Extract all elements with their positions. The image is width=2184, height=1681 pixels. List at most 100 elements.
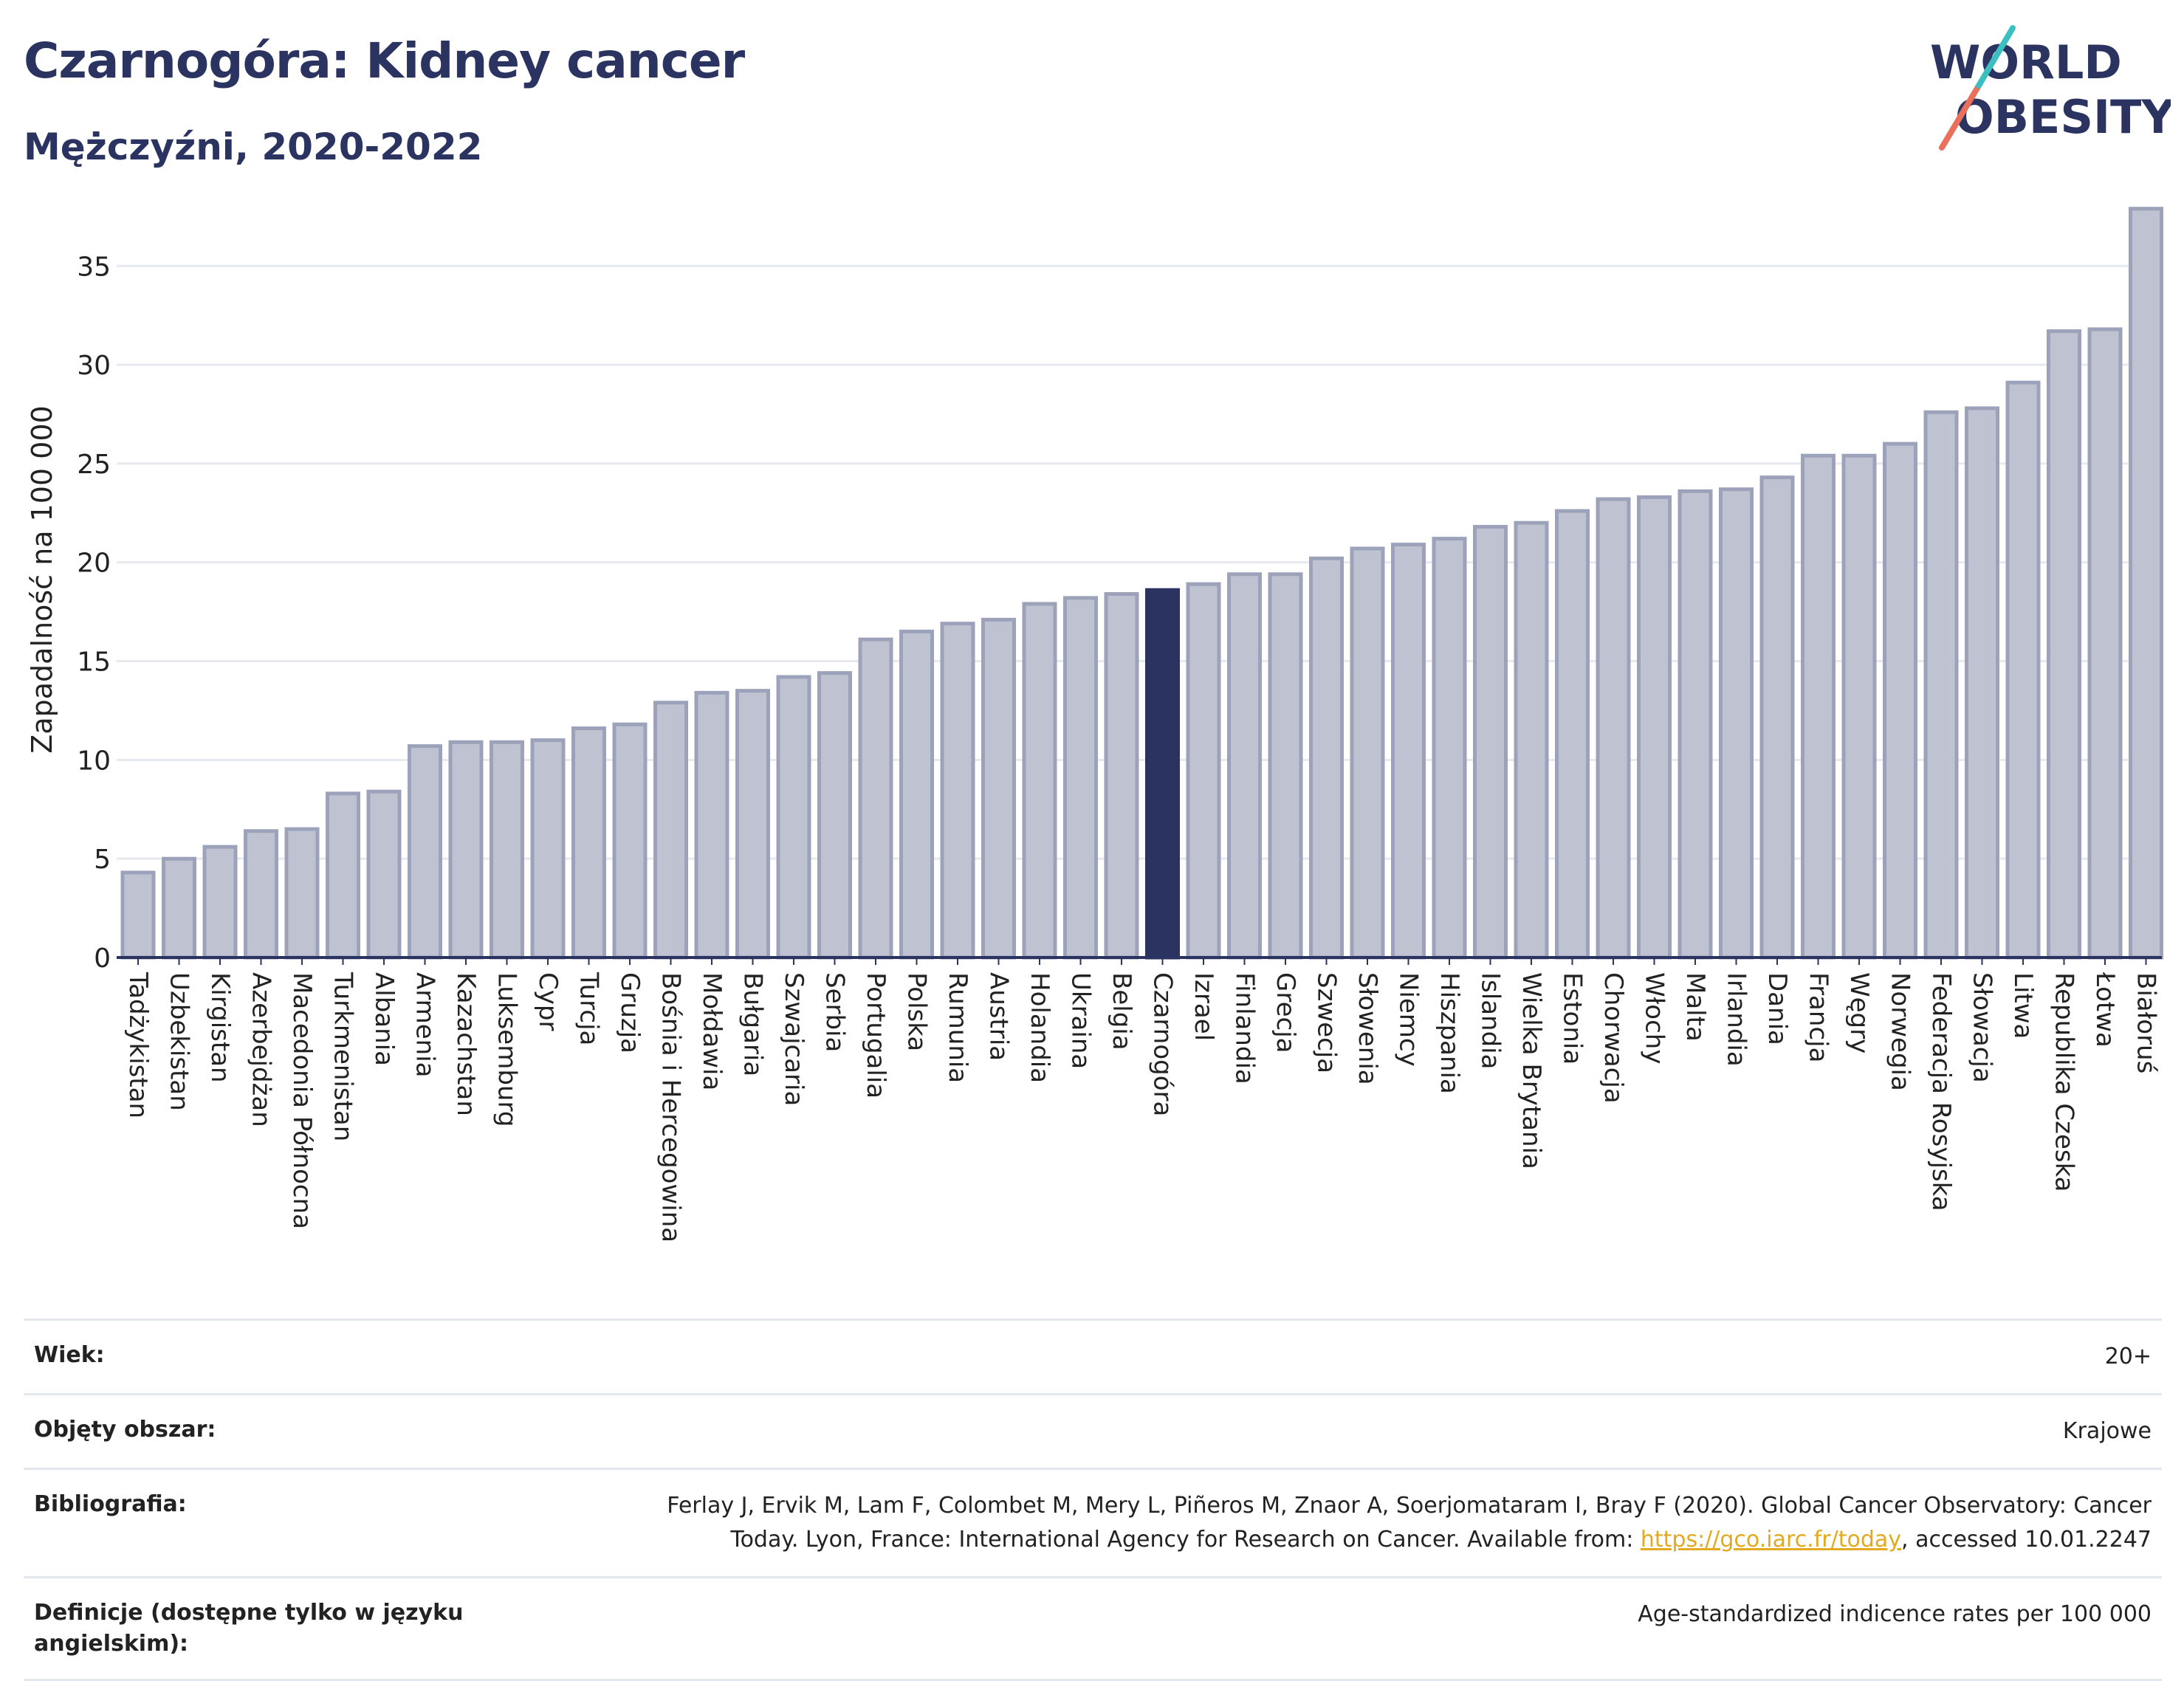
bar[interactable] [366,789,402,960]
x-tick-label: Bośnia i Hercegowina [656,972,686,1242]
x-tick-label: Francja [1804,972,1833,1062]
x-tick-label: Turcja [574,972,604,1045]
bar[interactable] [1555,509,1590,960]
bar[interactable] [530,738,566,960]
bar[interactable] [120,870,156,960]
meta-value-age: 20+ [2104,1344,2152,1369]
meta-label-area: Objęty obszar: [34,1417,216,1443]
bar[interactable] [1104,592,1139,960]
bar[interactable] [981,617,1016,960]
bar[interactable] [2005,380,2041,960]
y-tick-label: 20 [77,549,111,579]
bar[interactable] [571,726,606,960]
bar[interactable] [1678,489,1713,960]
bar[interactable] [1022,602,1057,960]
bar-chart: 0 5 10 15 20 25 30 35 Tadżykistan Uzbekistan Kirgi… [26,207,2163,1242]
x-tick-label: Finlandia [1230,972,1260,1084]
x-tick-label: Kirgistan [205,972,235,1083]
bar[interactable] [1596,497,1631,960]
x-tick-label: Wielka Brytania [1517,972,1546,1169]
bar[interactable] [1186,582,1221,960]
x-tick-label: Polska [902,972,932,1051]
x-tick-label: Serbia [820,972,850,1052]
bar[interactable] [1801,453,1836,960]
world-obesity-logo: WORLD OBESITY [1930,25,2171,151]
meta-row-age: Wiek: 20+ [24,1319,2162,1393]
x-tick-label: Słowacja [1968,972,1997,1083]
x-tick-label: Islandia [1476,972,1505,1069]
x-tick-label: Grecja [1271,972,1300,1053]
y-tick-label: 10 [77,746,111,776]
bar[interactable] [1063,596,1098,960]
logo-line1: WORLD [1930,35,2122,89]
bar[interactable] [1841,453,1877,960]
bars [120,207,2163,960]
bar[interactable] [1719,487,1754,960]
x-tick-label: Niemcy [1394,972,1424,1067]
bar[interactable] [1473,525,1508,960]
meta-label-age: Wiek: [34,1342,105,1368]
bar[interactable] [326,791,360,960]
bar[interactable] [162,856,196,960]
source-link[interactable]: https://gco.iarc.fr/today [1640,1527,1902,1553]
x-tick-label: Holandia [1025,972,1054,1083]
bar[interactable] [244,829,278,960]
x-tick-label: Republika Czeska [2050,972,2079,1192]
bar[interactable] [1391,543,1426,960]
bar[interactable] [1883,441,1917,960]
bar[interactable] [1637,495,1672,960]
x-tick-label: Albania [369,972,399,1066]
x-tick-label: Federacja Rosyjska [1926,972,1956,1211]
bar[interactable] [2047,329,2081,960]
bar[interactable] [694,690,729,960]
bar[interactable] [1965,406,1999,960]
bar[interactable] [817,671,852,960]
chart-subtitle: Mężczyźni, 2020-2022 [24,126,483,168]
x-tick-label: Malta [1680,972,1710,1042]
meta-label-bibliography: Bibliografia: [34,1491,187,1517]
x-tick-label: Włochy [1640,972,1669,1064]
logo-line2: OBESITY [1955,90,2171,144]
bibliography-line2-suffix: , accessed 10.01.2247 [1901,1527,2152,1553]
bar[interactable] [2129,207,2163,960]
bar[interactable] [1923,410,1959,960]
bar[interactable] [735,689,770,960]
bar[interactable] [1309,556,1344,960]
x-tick-label: Szwajcaria [779,972,808,1106]
bar[interactable] [1759,475,1795,960]
bar[interactable] [284,827,320,960]
bar[interactable] [653,701,688,960]
x-tick-label: Macedonia Północna [287,972,317,1229]
bar[interactable] [1432,537,1467,960]
bar[interactable] [202,845,238,960]
metadata-table: Wiek: 20+ Objęty obszar: Krajowe Bibliog… [24,1319,2162,1681]
bar[interactable] [612,722,648,960]
bibliography-line1: Ferlay J, Ervik M, Lam F, Colombet M, Me… [667,1493,2152,1519]
y-tick-label: 5 [94,845,111,875]
x-tick-label: Gruzja [615,972,645,1053]
bar[interactable] [1350,546,1385,960]
x-tick-label: Azerbejdżan [247,972,276,1127]
x-tick-label: Kazachstan [451,972,481,1116]
meta-value-area: Krajowe [2062,1418,2152,1444]
meta-row-definitions: Definicje (dostępne tylko w języku angie… [24,1576,2162,1681]
bar[interactable] [408,744,442,960]
bar[interactable] [448,740,484,960]
bar[interactable] [940,622,975,960]
bar[interactable] [899,629,934,960]
bar-highlighted[interactable] [1145,588,1180,960]
x-tick-label: Litwa [2008,972,2038,1039]
bar[interactable] [490,740,524,960]
bar[interactable] [776,675,811,960]
y-tick-label: 15 [77,647,111,678]
x-tick-label: Portugalia [861,972,890,1099]
y-axis-label: Zapadalność na 100 000 [26,405,58,753]
bar[interactable] [2087,327,2123,960]
bar[interactable] [1268,572,1303,960]
bar[interactable] [1227,572,1262,960]
x-tick-label: Cypr [533,972,563,1031]
meta-value-bibliography: Ferlay J, Ervik M, Lam F, Colombet M, Me… [667,1489,2152,1557]
y-tick-label: 25 [77,450,111,480]
bar[interactable] [858,637,893,960]
bar[interactable] [1514,520,1549,960]
